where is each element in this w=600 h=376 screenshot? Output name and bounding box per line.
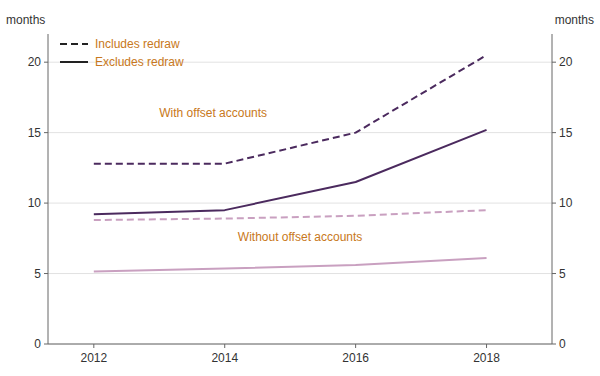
- y2-tick: [552, 132, 556, 133]
- y2-tick-label: 10: [559, 196, 573, 210]
- series-line: [94, 55, 487, 164]
- y2-tick: [552, 344, 556, 345]
- grid-line: [48, 273, 552, 274]
- annotation: Without offset accounts: [238, 230, 363, 244]
- y-tick: [44, 62, 48, 63]
- y2-tick: [552, 62, 556, 63]
- y-tick: [44, 132, 48, 133]
- legend-swatch: [60, 61, 88, 63]
- y2-tick-label: 0: [559, 337, 566, 351]
- x-tick-label: 2018: [473, 351, 500, 365]
- y-tick-label: 0: [34, 337, 41, 351]
- y2-tick: [552, 273, 556, 274]
- x-tick-label: 2014: [211, 351, 238, 365]
- legend: Includes redraw Excludes redraw: [60, 37, 184, 69]
- x-tick-label: 2012: [80, 351, 107, 365]
- y-tick: [44, 203, 48, 204]
- x-tick: [486, 344, 487, 348]
- y-tick: [44, 273, 48, 274]
- legend-label: Includes redraw: [95, 37, 180, 51]
- y-tick-label: 5: [34, 267, 41, 281]
- y-tick-label: 15: [28, 126, 42, 140]
- y-tick-label: 20: [28, 55, 42, 69]
- series-line: [94, 210, 487, 220]
- y2-tick-label: 15: [559, 126, 573, 140]
- y2-axis-line: [552, 34, 553, 344]
- annotation: With offset accounts: [159, 106, 267, 120]
- grid-line: [48, 203, 552, 204]
- x-tick-label: 2016: [342, 351, 369, 365]
- y2-tick: [552, 203, 556, 204]
- y-tick-label: 10: [28, 196, 42, 210]
- y2-axis-label: months: [555, 13, 594, 27]
- grid-line: [48, 344, 552, 345]
- series-line: [94, 258, 487, 271]
- y-axis-label: months: [6, 13, 45, 27]
- series-line: [94, 130, 487, 215]
- x-axis-line: [48, 344, 552, 345]
- chart: 0 5 10 15 20 0 5 10 15 20 2012 2014 2016 2018 months mo…: [0, 0, 600, 376]
- y2-tick-label: 5: [559, 267, 566, 281]
- y2-tick-label: 20: [559, 55, 573, 69]
- legend-label: Excludes redraw: [95, 55, 184, 69]
- plot-area: [94, 55, 487, 271]
- legend-swatch: [60, 43, 88, 45]
- y-tick: [44, 344, 48, 345]
- y-axis-line: [48, 34, 49, 344]
- x-tick: [224, 344, 225, 348]
- x-tick: [93, 344, 94, 348]
- x-tick: [355, 344, 356, 348]
